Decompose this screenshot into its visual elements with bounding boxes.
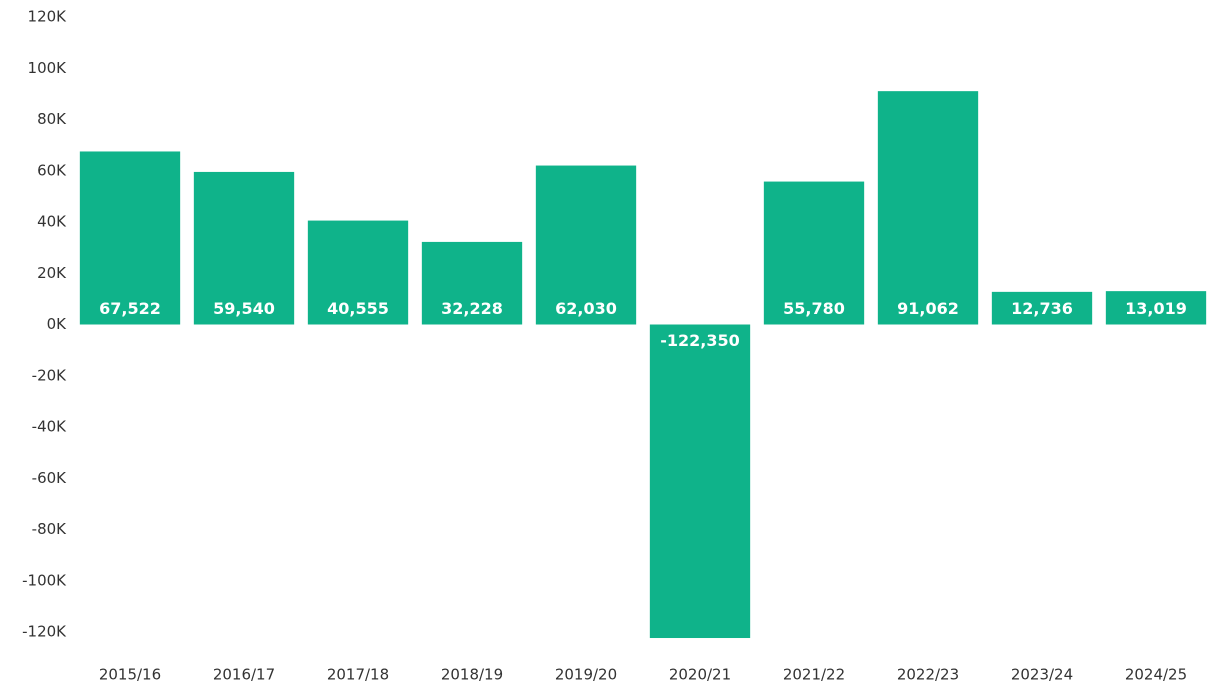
value-label: 12,736 bbox=[1011, 299, 1073, 318]
x-tick-label: 2021/22 bbox=[783, 666, 845, 684]
y-tick-label: -60K bbox=[32, 469, 67, 487]
y-tick-label: -40K bbox=[32, 418, 67, 436]
y-tick-label: 120K bbox=[28, 8, 68, 26]
x-tick-label: 2019/20 bbox=[555, 666, 617, 684]
bar bbox=[649, 324, 751, 639]
x-tick-label: 2023/24 bbox=[1011, 666, 1073, 684]
y-tick-label: 60K bbox=[37, 161, 67, 179]
y-tick-label: -120K bbox=[22, 623, 67, 641]
y-tick-label: 40K bbox=[37, 213, 67, 231]
y-tick-label: -20K bbox=[32, 366, 67, 384]
value-label: 91,062 bbox=[897, 299, 959, 318]
bar bbox=[193, 171, 295, 325]
bar bbox=[535, 165, 637, 325]
x-tick-label: 2022/23 bbox=[897, 666, 959, 684]
y-tick-label: 80K bbox=[37, 110, 67, 128]
value-label: 55,780 bbox=[783, 299, 845, 318]
value-label: 32,228 bbox=[441, 299, 503, 318]
y-tick-label: -100K bbox=[22, 571, 67, 589]
bar bbox=[991, 291, 1093, 325]
x-tick-label: 2024/25 bbox=[1125, 666, 1187, 684]
value-label: 40,555 bbox=[327, 299, 389, 318]
bar bbox=[421, 241, 523, 325]
x-tick-label: 2015/16 bbox=[99, 666, 161, 684]
bar bbox=[79, 151, 181, 325]
value-label: 59,540 bbox=[213, 299, 275, 318]
value-label: 62,030 bbox=[555, 299, 617, 318]
y-tick-label: 0K bbox=[47, 315, 68, 333]
bar bbox=[307, 220, 409, 325]
x-tick-label: 2018/19 bbox=[441, 666, 503, 684]
x-tick-label: 2017/18 bbox=[327, 666, 389, 684]
value-label: -122,350 bbox=[660, 331, 740, 350]
x-tick-label: 2016/17 bbox=[213, 666, 275, 684]
bar bbox=[877, 91, 979, 325]
bar bbox=[763, 181, 865, 325]
y-tick-label: 20K bbox=[37, 264, 67, 282]
bar bbox=[1105, 291, 1207, 325]
y-tick-label: 100K bbox=[28, 59, 68, 77]
y-tick-label: -80K bbox=[32, 520, 67, 538]
value-label: 13,019 bbox=[1125, 299, 1187, 318]
value-label: 67,522 bbox=[99, 299, 161, 318]
x-tick-label: 2020/21 bbox=[669, 666, 731, 684]
